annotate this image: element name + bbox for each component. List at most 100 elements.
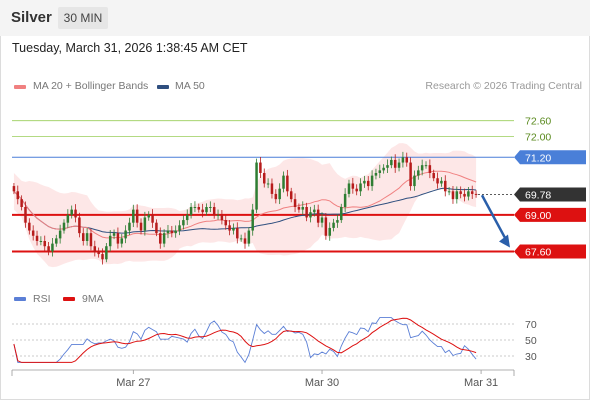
x-axis-tick-label: Mar 27 [116,377,150,389]
candle-body [313,209,316,213]
candle-body [197,207,201,210]
candle-body [132,209,135,223]
candle-body [305,207,308,218]
candle-body [189,207,193,215]
candle-body [108,235,112,247]
candle-body [444,180,447,192]
candle-body [378,170,382,173]
candle-body [162,233,166,244]
candle-body [182,220,185,226]
candle-body [20,199,23,207]
candle-body [474,193,478,195]
candle-body [470,191,474,194]
candle-body [166,230,170,234]
candle-body [105,246,108,260]
candle-body [401,157,405,163]
candle-body [120,238,124,244]
candle-body [201,209,204,213]
legend-rsi-swatch [14,297,26,301]
candle-body [332,222,335,228]
candle-body [178,225,181,231]
candle-body [382,167,385,171]
candle-body [55,238,58,244]
bollinger-band-fill [13,143,477,268]
candle-body [81,233,85,241]
candle-body [185,214,189,221]
candle-body [455,191,459,200]
rsi-line [13,317,477,364]
candle-body [459,191,462,194]
candle-body [336,220,339,223]
candle-body [386,165,389,168]
candle-body [159,233,162,244]
candle-body [16,191,20,200]
candle-body [243,238,247,244]
candle-body [301,207,305,210]
candle-body [124,230,127,239]
candle-body [347,183,351,194]
candle-body [155,222,158,234]
candle-body [43,241,46,247]
legend-ma50-label: MA 50 [175,80,205,92]
candle-body [420,165,424,171]
candle-body [58,230,62,239]
candle-body [286,175,289,192]
candle-body [363,180,366,184]
candle-body [239,238,243,240]
legend-ma20-label: MA 20 + Bollinger Bands [33,80,149,92]
candle-body [259,162,262,173]
candle-body [39,241,43,242]
forecast-arrow-line [480,194,509,243]
candle-body [247,230,251,244]
timeframe-badge[interactable]: 30 MIN [58,7,108,29]
candle-body [463,193,466,197]
legend-rsi-label: RSI [33,293,51,305]
candle-body [220,214,224,221]
rsi-tick-label: 30 [525,351,537,363]
candle-body [47,246,50,252]
candle-body [289,191,293,200]
level-label-67.60: 67.60 [525,246,551,258]
candle-body [212,207,216,215]
candle-body [282,175,285,189]
candle-body [78,217,81,234]
candle-body [428,165,432,173]
legend-9ma-label: 9MA [82,293,104,305]
candle-body [97,251,100,255]
candle-body [93,246,97,252]
candle-body [447,191,451,193]
candle-body [263,173,266,184]
candle-body [170,230,174,234]
candle-body [193,207,197,208]
timestamp: Tuesday, March 31, 2026 1:38:45 AM CET [12,41,248,55]
level-label-71.20: 71.20 [525,152,551,164]
legend-ma50-swatch [157,85,169,89]
candle-body [70,209,73,215]
level-tag-69.00 [514,207,586,222]
candle-body [405,157,409,163]
x-axis-tick-label: Mar 30 [305,377,339,389]
level-label-72.60: 72.60 [525,116,551,128]
candle-body [128,222,131,231]
candle-body [351,183,355,189]
candle-body [112,233,116,236]
candle-body [355,188,358,192]
rsi-tick-label: 70 [525,319,537,331]
level-tag-71.20 [514,150,586,165]
candle-body [28,222,31,231]
research-credit: Research © 2026 Trading Central [425,80,582,92]
candle-body [116,233,120,244]
level-tag-69.78 [514,187,586,202]
candle-body [451,191,455,200]
candle-body [413,175,416,187]
candle-body [293,199,297,207]
candle-body [274,193,278,200]
candle-body [316,209,320,223]
candle-body [216,214,220,216]
candle-body [66,214,70,223]
candle-body [174,230,177,234]
candle-body [232,227,235,231]
candle-body [139,222,143,231]
candle-body [324,217,328,236]
